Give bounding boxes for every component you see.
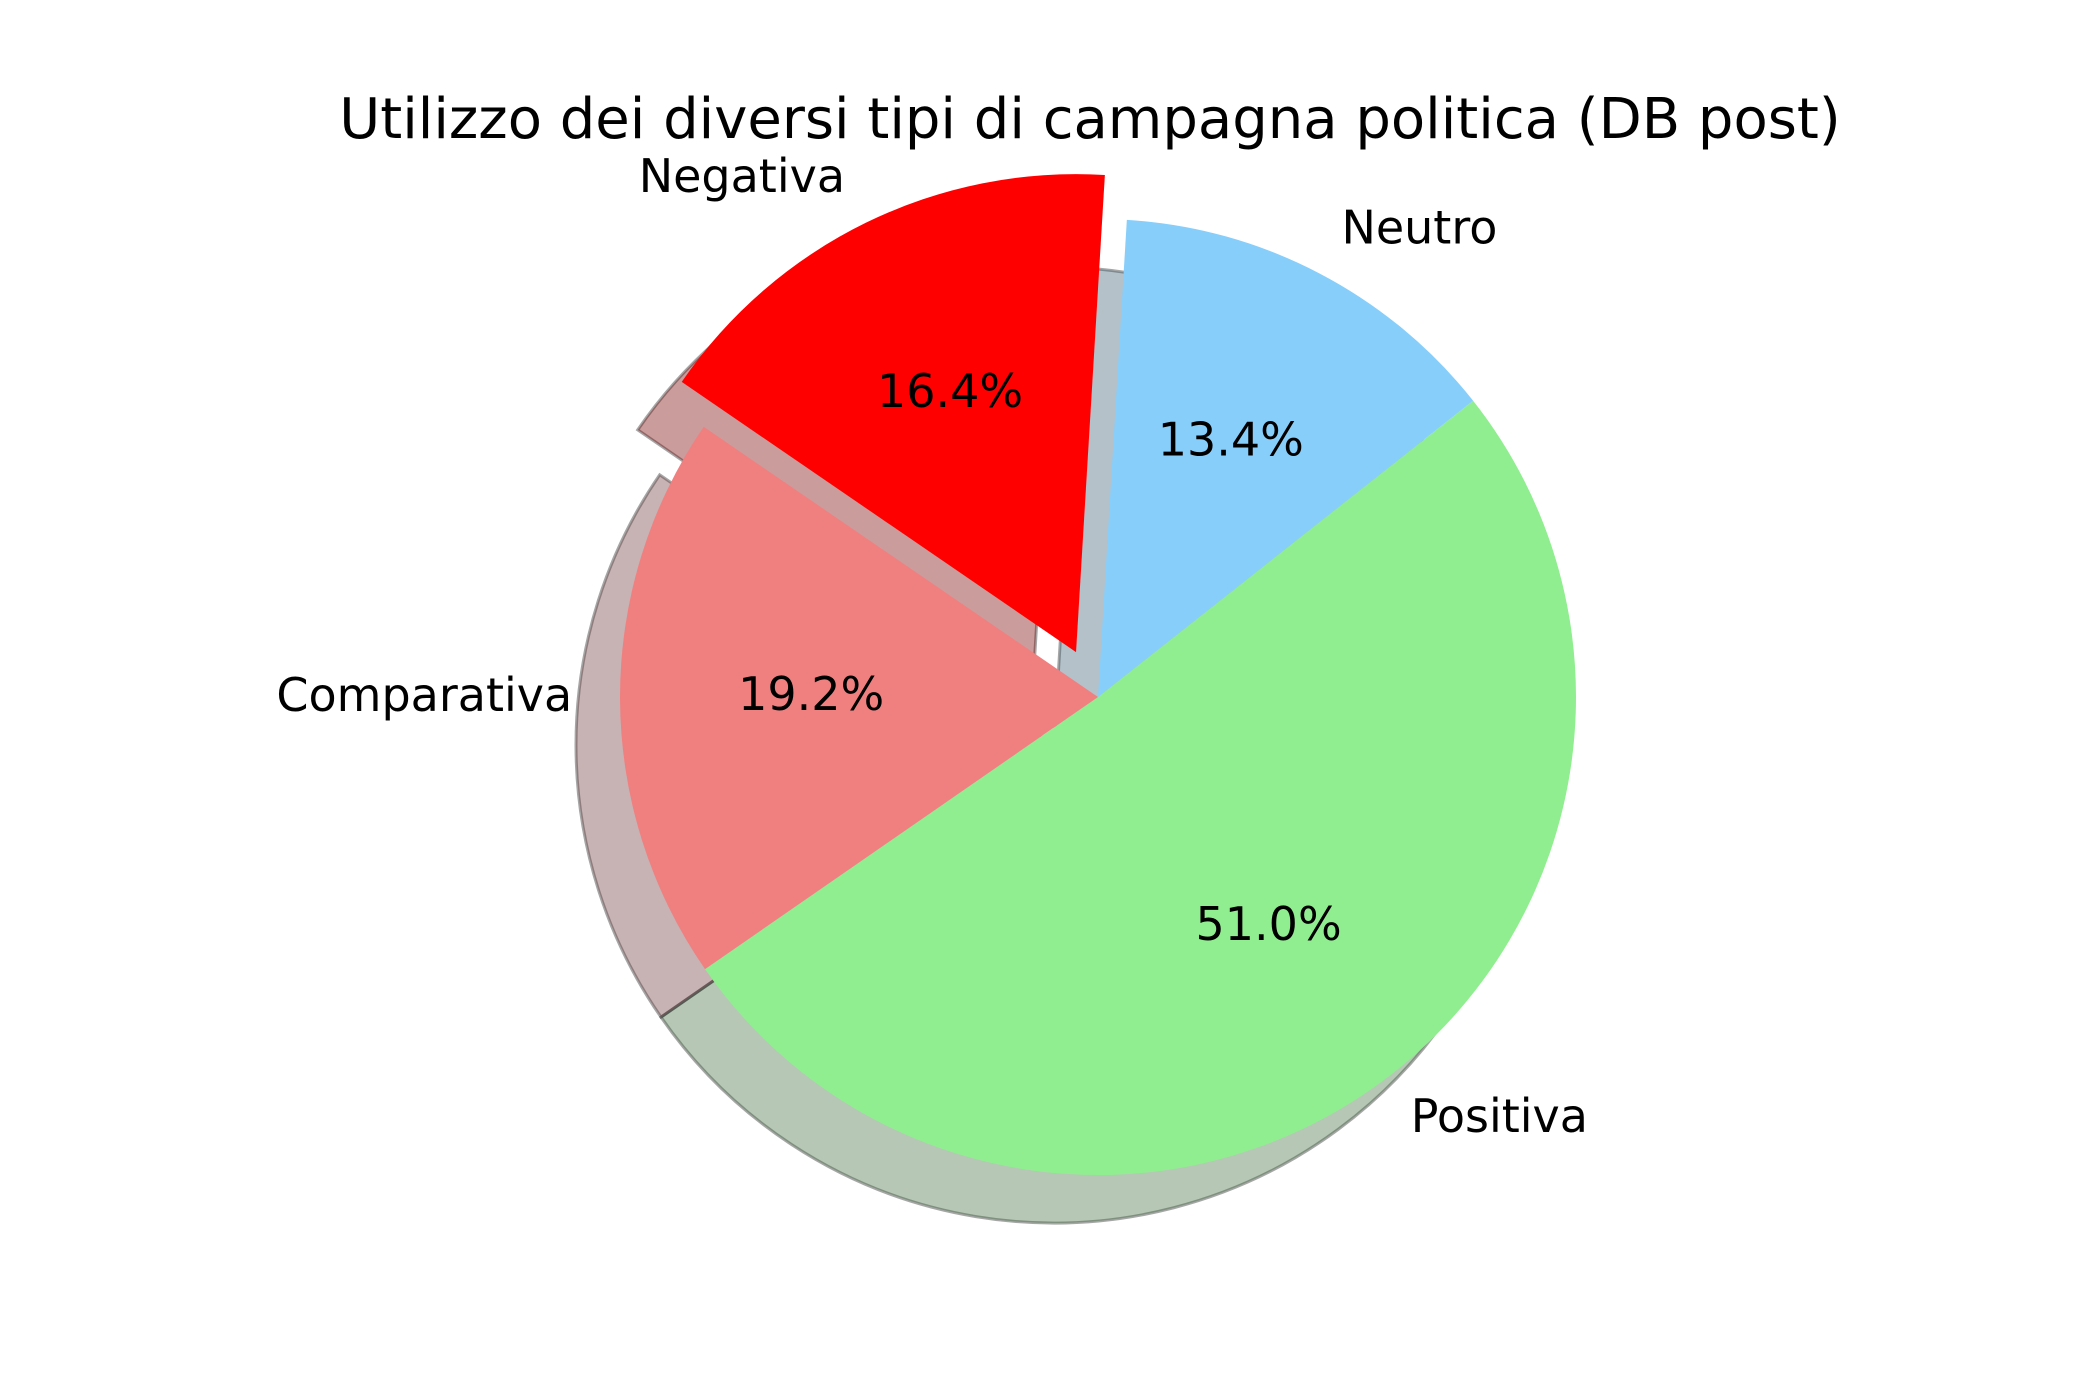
chart-title: Utilizzo dei diversi tipi di campagna po… — [339, 87, 1840, 152]
label-layer: Positiva 51.0% Comparativa 19.2% Negativa 16.… — [276, 149, 1588, 1143]
slice-label-positiva: Positiva — [1411, 1089, 1588, 1143]
slice-layer — [620, 174, 1577, 1176]
slice-label-neutro: Neutro — [1341, 200, 1497, 254]
pct-label-positiva: 51.0% — [1196, 897, 1342, 951]
slice-neutro — [1098, 219, 1474, 697]
slice-label-comparativa: Comparativa — [276, 668, 572, 722]
pct-label-negativa: 16.4% — [877, 364, 1023, 418]
pct-label-neutro: 13.4% — [1158, 412, 1304, 466]
slice-label-negativa: Negativa — [639, 149, 845, 203]
slice-positiva — [705, 400, 1577, 1176]
pct-label-comparativa: 19.2% — [738, 667, 884, 721]
slice-negativa — [681, 174, 1105, 653]
slice-comparativa — [620, 426, 1098, 970]
